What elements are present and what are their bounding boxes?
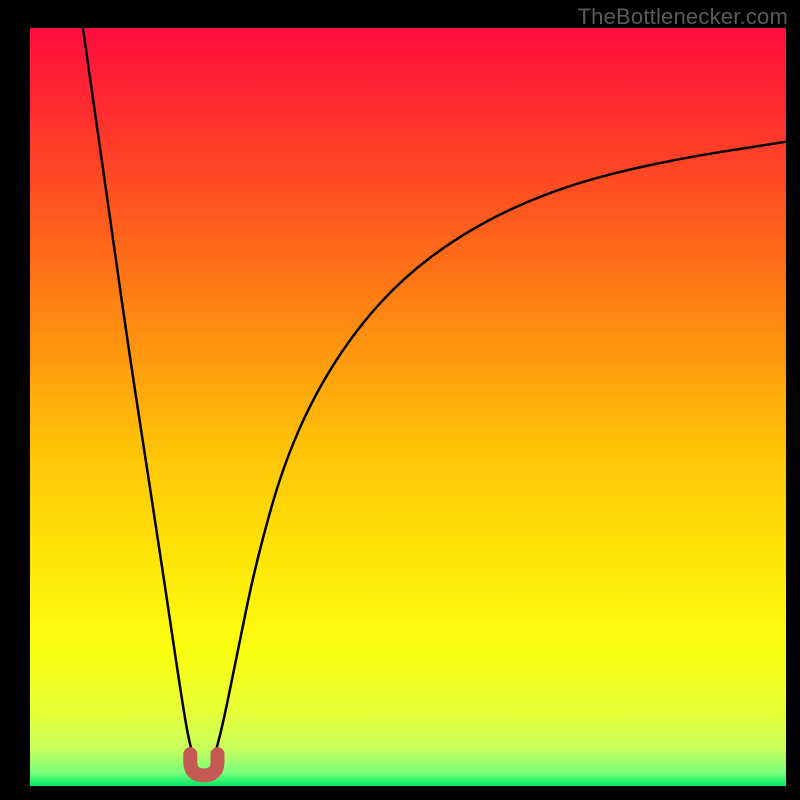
chart-gradient-background <box>30 28 786 786</box>
watermark-text: TheBottlenecker.com <box>578 4 788 30</box>
bottleneck-chart <box>0 0 800 800</box>
